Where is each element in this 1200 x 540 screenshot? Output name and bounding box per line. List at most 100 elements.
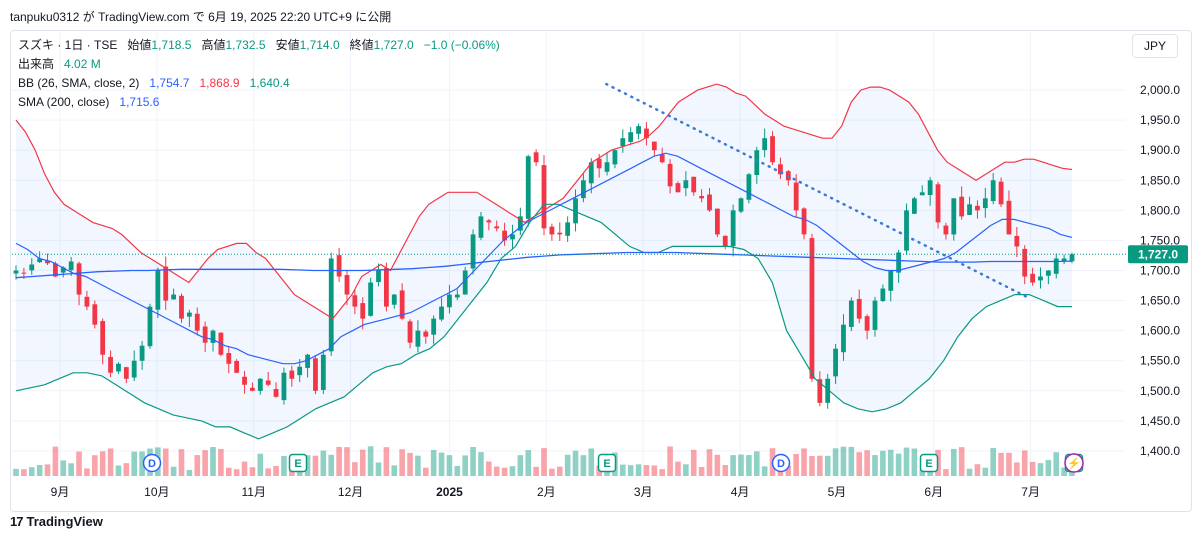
candle[interactable] (242, 376, 247, 385)
candle[interactable] (257, 378, 263, 391)
candle[interactable] (13, 270, 19, 274)
candle[interactable] (494, 226, 500, 229)
candle[interactable] (959, 196, 965, 217)
candle[interactable] (328, 258, 334, 352)
candle[interactable] (872, 300, 878, 330)
candle[interactable] (226, 353, 232, 364)
candle[interactable] (53, 263, 58, 277)
candle[interactable] (210, 330, 216, 343)
candle[interactable] (383, 268, 389, 307)
candle[interactable] (628, 132, 634, 142)
symbol-label[interactable]: スズキ · 1日 · TSE (18, 38, 118, 52)
candle[interactable] (179, 295, 184, 319)
candle[interactable] (344, 275, 350, 295)
candle[interactable] (1006, 200, 1012, 235)
earnings-marker[interactable]: E (288, 453, 308, 473)
candle[interactable] (202, 326, 208, 343)
candle[interactable] (376, 270, 381, 283)
candle[interactable] (730, 210, 736, 247)
candle[interactable] (281, 372, 287, 401)
candle[interactable] (762, 138, 768, 151)
candle[interactable] (313, 358, 318, 391)
candle[interactable] (1022, 248, 1028, 277)
candle[interactable] (699, 195, 705, 199)
candle[interactable] (738, 198, 744, 212)
candle[interactable] (68, 261, 74, 271)
candle[interactable] (998, 181, 1004, 205)
candle[interactable] (320, 354, 326, 390)
candle[interactable] (817, 379, 823, 403)
candle[interactable] (770, 136, 775, 163)
candle[interactable] (45, 260, 50, 264)
candle[interactable] (935, 184, 941, 223)
candle[interactable] (919, 192, 925, 196)
candle[interactable] (722, 235, 728, 247)
candle[interactable] (478, 216, 484, 238)
event-markers[interactable]: DEEDEE⚡ (142, 453, 1084, 473)
candle[interactable] (194, 313, 200, 331)
candle[interactable] (517, 216, 523, 231)
candle[interactable] (809, 238, 815, 379)
candle[interactable] (683, 180, 689, 189)
candle[interactable] (943, 225, 949, 235)
earnings-marker[interactable]: E (597, 453, 617, 473)
candle[interactable] (612, 150, 618, 165)
candle[interactable] (510, 234, 515, 240)
candle[interactable] (147, 306, 153, 347)
candle[interactable] (951, 198, 957, 235)
candle[interactable] (486, 220, 492, 223)
candle[interactable] (565, 222, 571, 236)
candle[interactable] (92, 304, 98, 325)
candle[interactable] (533, 152, 539, 163)
candle[interactable] (604, 162, 610, 172)
candle[interactable] (1038, 276, 1043, 281)
candle[interactable] (888, 270, 894, 291)
candle[interactable] (163, 266, 169, 301)
candle[interactable] (675, 183, 681, 193)
candle[interactable] (439, 306, 444, 320)
price-axis[interactable]: 2,000.0 1,950.0 1,900.0 1,850.0 1,800.0 1,750… (1140, 83, 1180, 458)
candle[interactable] (186, 312, 192, 317)
dividend-marker[interactable]: D (771, 453, 791, 473)
candle[interactable] (431, 318, 437, 335)
candle[interactable] (84, 296, 90, 307)
candle[interactable] (691, 176, 697, 193)
candle[interactable] (975, 205, 980, 211)
candle[interactable] (714, 208, 720, 235)
candle[interactable] (848, 300, 854, 327)
candle[interactable] (250, 387, 255, 391)
candle[interactable] (297, 366, 303, 376)
candle[interactable] (423, 331, 429, 337)
candle[interactable] (76, 263, 82, 295)
candle[interactable] (707, 194, 712, 211)
candle[interactable] (982, 198, 988, 209)
candle[interactable] (581, 180, 586, 199)
candle[interactable] (123, 367, 129, 379)
candle[interactable] (659, 154, 665, 163)
candle[interactable] (1030, 273, 1035, 283)
dividend-marker[interactable]: D (142, 453, 162, 473)
candle[interactable] (588, 162, 594, 184)
candle[interactable] (927, 180, 933, 195)
bb-label[interactable]: BB (26, SMA, close, 2) (18, 76, 140, 90)
candle[interactable] (399, 290, 405, 319)
candles[interactable] (13, 122, 1075, 409)
candle[interactable] (155, 270, 161, 310)
currency-button[interactable]: JPY (1132, 34, 1178, 58)
candle[interactable] (967, 204, 972, 215)
candle[interactable] (100, 321, 106, 355)
candle[interactable] (415, 330, 421, 347)
trendline[interactable] (605, 82, 1027, 298)
candle[interactable] (620, 138, 626, 147)
candle[interactable] (171, 294, 177, 300)
candle[interactable] (651, 141, 657, 151)
candle[interactable] (139, 345, 145, 361)
candle[interactable] (1061, 258, 1067, 262)
candle[interactable] (60, 267, 66, 273)
candle[interactable] (502, 230, 507, 241)
chart-panel[interactable] (10, 30, 1192, 512)
candle[interactable] (841, 324, 846, 353)
candle[interactable] (596, 158, 602, 169)
candle[interactable] (305, 354, 310, 368)
